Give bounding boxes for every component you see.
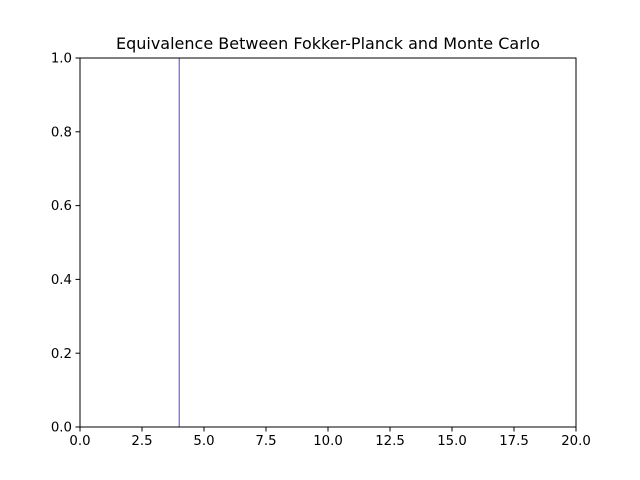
x-tick-label: 5.0 (193, 434, 214, 449)
y-tick-label: 0.8 (51, 125, 72, 140)
x-tick-label: 17.5 (499, 434, 529, 449)
plot-area: 0.0 2.5 5.0 7.5 10.0 12.5 15.0 17.5 20.0 0.0 0.2 0.… (51, 52, 591, 449)
x-tick-label: 20.0 (561, 434, 591, 449)
y-tick-label: 0.2 (51, 347, 72, 362)
y-tick-label: 0.4 (51, 273, 72, 288)
x-tick-label: 0.0 (69, 434, 90, 449)
x-tick-label: 15.0 (437, 434, 467, 449)
y-tick-label: 0.0 (51, 421, 72, 436)
x-tick-label: 7.5 (255, 434, 276, 449)
x-tick-label: 10.0 (313, 434, 343, 449)
x-tick-label: 12.5 (375, 434, 405, 449)
y-tick-label: 0.6 (51, 199, 72, 214)
y-tick-label: 1.0 (51, 52, 72, 67)
x-tick-label: 2.5 (131, 434, 152, 449)
chart-title: Equivalence Between Fokker-Planck and Mo… (116, 34, 540, 53)
